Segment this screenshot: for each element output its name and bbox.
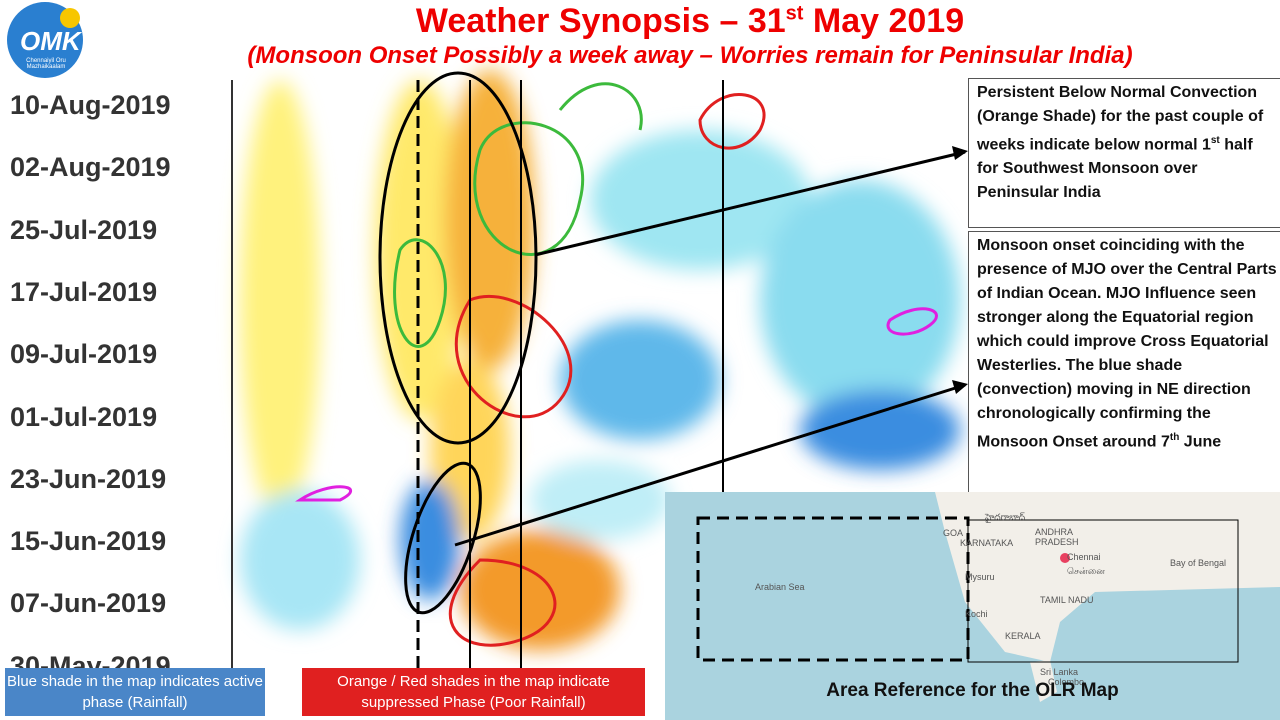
logo-text: OMK	[20, 26, 81, 56]
map: Arabian Sea Bay of Bengal Chennai சென்னை AND…	[665, 492, 1280, 720]
subtitle: (Monsoon Onset Possibly a week away – Wo…	[247, 42, 1133, 69]
date-label: 01-Jul-2019	[10, 401, 158, 432]
map-label: GOA	[943, 528, 964, 538]
map-label: ANDHRA	[1035, 527, 1074, 537]
area-solid	[967, 519, 1239, 663]
map-label: Mysuru	[965, 572, 995, 582]
map-label: சென்னை	[1067, 566, 1105, 576]
map-label: KERALA	[1005, 631, 1041, 641]
note: Monsoon onset coinciding with the presen…	[968, 231, 1280, 499]
date-label: 23-Jun-2019	[10, 463, 167, 494]
note-sup: st	[1210, 135, 1220, 146]
pin	[1060, 553, 1070, 563]
title-text: May 2019	[803, 2, 965, 40]
legend-blue: Blue shade in the map indicates active p…	[5, 668, 265, 716]
arrow-head	[952, 380, 968, 394]
highlight-ellipse	[404, 461, 482, 615]
date-label: 10-Aug-2019	[10, 90, 171, 120]
date-label: 15-Jun-2019	[10, 526, 167, 557]
title: Weather Synopsis – 31st May 2019	[250, 2, 1130, 41]
note-sup: th	[1169, 432, 1180, 443]
map-shapes	[696, 492, 1280, 702]
legend-red: Orange / Red shades in the map indicate …	[302, 668, 645, 716]
date-label: 09-Jul-2019	[10, 339, 158, 370]
arrow-head	[952, 146, 968, 160]
map-caption: Area Reference for the OLR Map	[826, 680, 1119, 701]
land	[935, 492, 1280, 662]
map-label: Colombo	[1048, 677, 1085, 687]
contours	[295, 82, 938, 647]
arrow	[534, 150, 966, 257]
map-label: Bay of Bengal	[1170, 558, 1227, 568]
map-label: PRADESH	[1035, 537, 1079, 547]
logo-sun	[60, 8, 80, 28]
note-text: Persistent Below Normal Convection (Oran…	[977, 84, 1264, 154]
shading	[240, 70, 960, 650]
note-text: Monsoon onset coinciding with the presen…	[977, 237, 1277, 451]
date-label: 07-Jun-2019	[10, 588, 167, 619]
map-label: Kochi	[965, 609, 988, 619]
date-label: 25-Jul-2019	[10, 214, 158, 245]
area-dashed	[696, 516, 970, 662]
map-label: KARNATAKA	[960, 538, 1014, 548]
note: Persistent Below Normal Convection (Oran…	[968, 78, 1280, 228]
title-sup: st	[785, 2, 804, 25]
logo-tagline: Chennaiyil Oru Mazhaikaalam	[26, 58, 66, 70]
date-label: 17-Jul-2019	[10, 276, 158, 307]
note-text: half for Southwest Monsoon over Peninsul…	[977, 136, 1253, 202]
map-label: Chennai	[1067, 552, 1101, 562]
title-text: Weather Synopsis – 31	[415, 2, 786, 40]
date-label: 02-Aug-2019	[10, 152, 171, 183]
land	[1030, 660, 1057, 702]
map-label: హైదరాబాద్	[985, 512, 1026, 522]
map-label: Arabian Sea	[755, 582, 805, 592]
map-label: TAMIL NADU	[1040, 595, 1094, 605]
note-text: June	[1179, 433, 1222, 451]
arrow	[454, 383, 966, 547]
map-label: Sri Lanka	[1040, 667, 1079, 677]
highlight-ellipse	[378, 71, 538, 445]
